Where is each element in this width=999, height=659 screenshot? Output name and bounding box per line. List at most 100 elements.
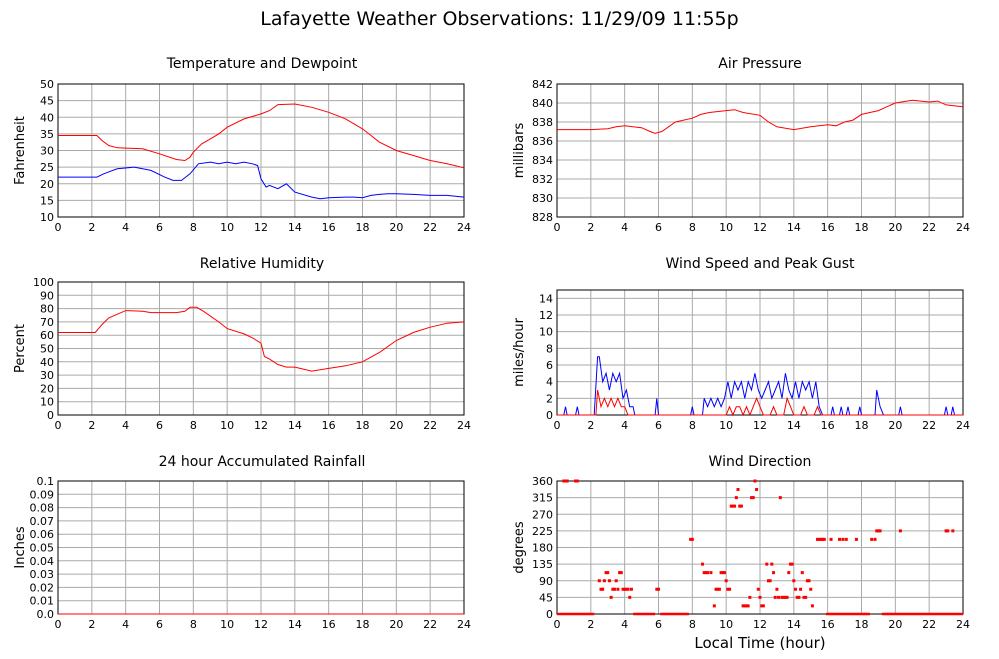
wind-direction-point	[614, 579, 618, 583]
rainfall-x-tick-label: 0	[55, 618, 62, 631]
wind-direction-point	[702, 571, 706, 575]
humidity-x-tick-label: 8	[190, 419, 197, 432]
temperature-y-axis-label: Fahrenheit	[13, 116, 28, 185]
pressure-y-tick-label: 840	[532, 97, 553, 110]
humidity-x-tick-label: 16	[322, 419, 336, 432]
wind-direction-point	[604, 571, 608, 575]
temperature-x-tick-label: 24	[457, 221, 471, 234]
humidity-x-tick-label: 6	[156, 419, 163, 432]
temperature-x-tick-label: 0	[55, 221, 62, 234]
temperature-y-tick-label: 30	[40, 145, 54, 158]
humidity-x-tick-label: 2	[88, 419, 95, 432]
temperature-x-tick-label: 6	[156, 221, 163, 234]
x-axis-label: Local Time (hour)	[694, 634, 826, 652]
rainfall-y-tick-label: 0.0	[37, 608, 55, 621]
humidity-y-tick-label: 70	[40, 316, 54, 329]
wind-speed-x-tick-label: 2	[587, 419, 594, 432]
temperature-x-tick-label: 22	[423, 221, 437, 234]
temperature-series-blue-line	[58, 161, 465, 200]
pressure-x-tick-label: 4	[621, 221, 628, 234]
pressure-x-tick-label: 22	[922, 221, 936, 234]
wind-direction-point	[795, 595, 799, 599]
rainfall-y-tick-label: 0.02	[30, 581, 55, 594]
wind-direction-point	[785, 595, 789, 599]
rainfall-x-tick-label: 16	[322, 618, 336, 631]
wind-direction-point	[788, 562, 792, 566]
wind-direction-point	[799, 587, 803, 591]
wind-direction-point	[841, 537, 845, 541]
wind-direction-point	[810, 604, 814, 608]
wind-direction-point	[822, 537, 826, 541]
wind-speed-x-tick-label: 4	[621, 419, 628, 432]
wind-direction-point	[731, 504, 735, 508]
wind-direction-x-tick-label: 20	[888, 618, 902, 631]
pressure-x-tick-label: 24	[956, 221, 970, 234]
humidity-x-tick-label: 12	[254, 419, 268, 432]
humidity-x-tick-label: 0	[55, 419, 62, 432]
rainfall-x-tick-label: 6	[156, 618, 163, 631]
wind-direction-point	[562, 479, 566, 483]
wind-direction-point	[599, 587, 603, 591]
wind-direction-point	[626, 587, 630, 591]
wind-direction-point	[616, 587, 620, 591]
wind-direction-x-tick-label: 16	[821, 618, 835, 631]
wind-speed-y-tick-label: 12	[539, 309, 553, 322]
temperature-y-tick-label: 45	[40, 95, 54, 108]
pressure-x-tick-label: 20	[888, 221, 902, 234]
wind-direction-point	[602, 579, 606, 583]
wind-direction-point	[690, 537, 694, 541]
wind-direction-point	[753, 479, 757, 483]
rainfall-y-tick-label: 0.04	[30, 555, 55, 568]
wind-direction-point	[722, 571, 726, 575]
wind-direction-point	[777, 595, 781, 599]
humidity-y-tick-label: 90	[40, 289, 54, 302]
humidity-y-tick-label: 0	[47, 409, 54, 422]
humidity-x-tick-label: 20	[389, 419, 403, 432]
humidity-x-tick-label: 18	[356, 419, 370, 432]
wind-direction-point	[750, 496, 754, 500]
wind-direction-point	[758, 595, 762, 599]
wind-speed-x-tick-label: 20	[888, 419, 902, 432]
wind-direction-point	[709, 571, 713, 575]
wind-direction-point	[804, 595, 808, 599]
humidity-x-tick-label: 14	[288, 419, 302, 432]
rainfall-y-tick-label: 0.03	[30, 568, 55, 581]
chart-title-humidity: Relative Humidity	[199, 256, 325, 272]
wind-speed-y-tick-label: 0	[546, 409, 553, 422]
wind-speed-x-tick-label: 6	[655, 419, 662, 432]
wind-direction-point	[741, 604, 745, 608]
humidity-y-tick-label: 40	[40, 356, 54, 369]
wind-direction-point	[790, 562, 794, 566]
wind-direction-point	[655, 587, 659, 591]
wind-direction-point	[783, 595, 787, 599]
wind-direction-y-tick-label: 90	[539, 575, 553, 588]
humidity-y-tick-label: 80	[40, 303, 54, 316]
pressure-y-tick-label: 832	[532, 173, 553, 186]
wind-direction-point	[657, 587, 660, 591]
wind-speed-series-red-line	[557, 389, 963, 417]
wind-direction-point	[565, 479, 569, 483]
temperature-x-tick-label: 12	[254, 221, 268, 234]
wind-speed-y-tick-label: 4	[546, 376, 553, 389]
rainfall-x-tick-label: 14	[288, 618, 302, 631]
wind-direction-point	[797, 595, 801, 599]
pressure-x-tick-label: 14	[787, 221, 801, 234]
humidity-x-tick-label: 24	[457, 419, 471, 432]
wind-direction-point	[787, 571, 791, 575]
wind-direction-point	[623, 587, 627, 591]
pressure-y-tick-label: 834	[532, 154, 553, 167]
temperature-x-tick-label: 20	[389, 221, 403, 234]
wind-speed-x-tick-label: 22	[922, 419, 936, 432]
wind-direction-point	[770, 562, 774, 566]
rainfall-y-tick-label: 0.08	[30, 502, 55, 515]
wind-direction-plot-frame	[556, 480, 964, 615]
humidity-x-tick-label: 10	[220, 419, 234, 432]
pressure-x-tick-label: 12	[753, 221, 767, 234]
wind-direction-x-tick-label: 12	[753, 618, 767, 631]
rainfall-x-tick-label: 10	[220, 618, 234, 631]
humidity-x-tick-label: 22	[423, 419, 437, 432]
rainfall-x-tick-label: 2	[88, 618, 95, 631]
wind-direction-point	[761, 604, 765, 608]
temperature-x-tick-label: 16	[322, 221, 336, 234]
